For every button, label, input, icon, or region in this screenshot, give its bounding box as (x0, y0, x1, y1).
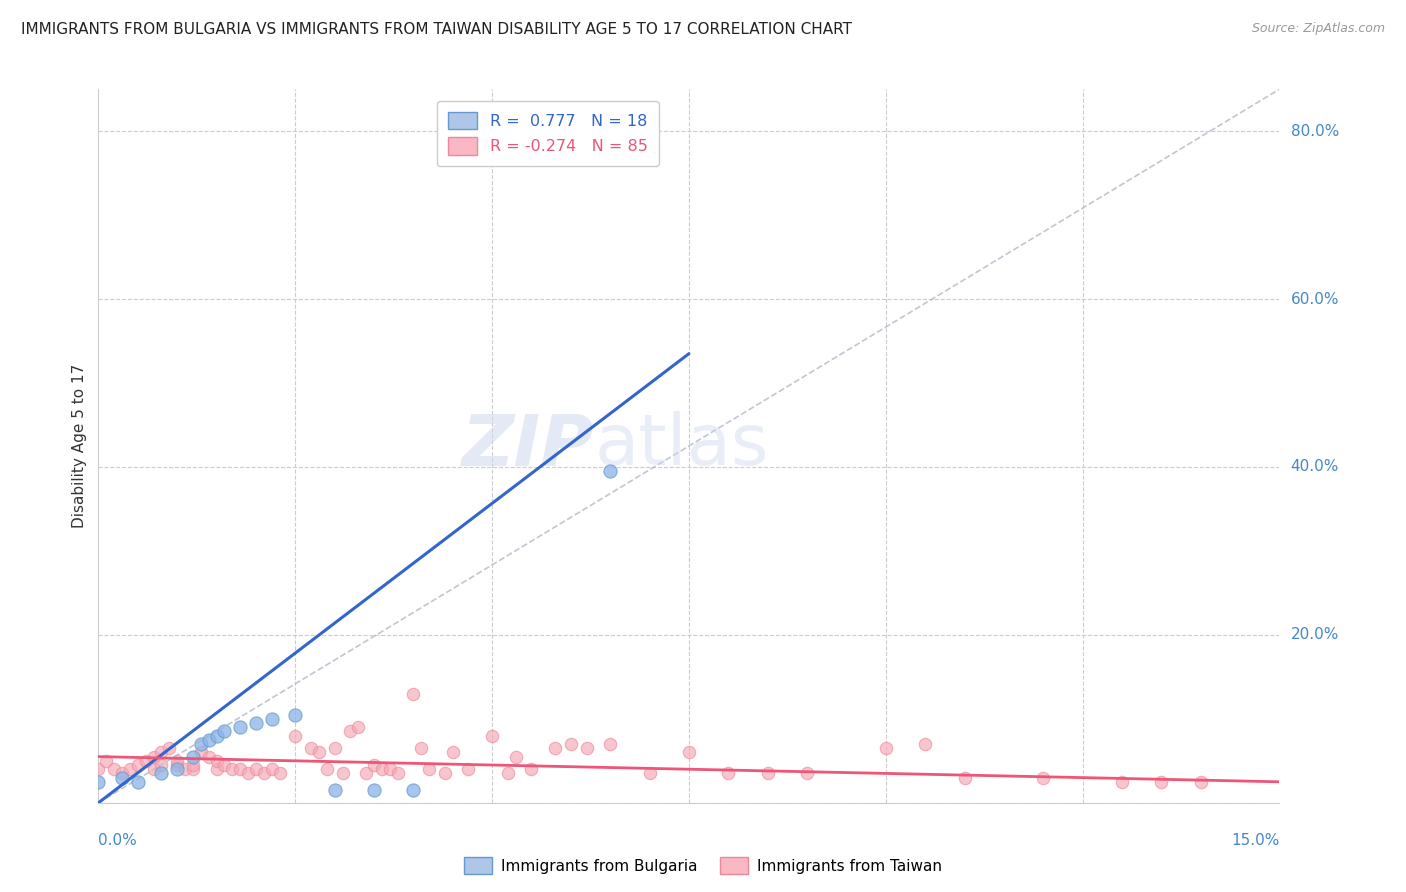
Point (315, 762, 337, 776)
Point (1111, 774, 1133, 789)
Point (245, 762, 267, 776)
Point (205, 729, 228, 743)
Text: atlas: atlas (595, 411, 769, 481)
Point (229, 762, 252, 776)
Point (135, 754, 157, 768)
Point (496, 766, 519, 780)
Point (599, 464, 621, 478)
Point (1150, 774, 1173, 789)
Point (260, 712, 283, 726)
Point (260, 762, 283, 776)
Point (127, 758, 149, 772)
Point (118, 762, 141, 776)
Point (214, 724, 236, 739)
Point (411, 741, 433, 756)
Point (457, 762, 479, 776)
Text: IMMIGRANTS FROM BULGARIA VS IMMIGRANTS FROM TAIWAN DISABILITY AGE 5 TO 17 CORREL: IMMIGRANTS FROM BULGARIA VS IMMIGRANTS F… (21, 22, 852, 37)
Point (150, 746, 173, 760)
Point (205, 754, 228, 768)
Point (875, 741, 897, 756)
Point (127, 774, 149, 789)
Point (402, 687, 425, 701)
Point (284, 707, 307, 722)
Point (756, 766, 779, 780)
Point (717, 766, 740, 780)
Text: ZIP: ZIP (463, 411, 595, 481)
Point (111, 766, 134, 780)
Point (142, 762, 165, 776)
Text: 15.0%: 15.0% (1232, 833, 1279, 847)
Point (166, 754, 188, 768)
Point (142, 749, 165, 764)
Point (269, 766, 291, 780)
Point (150, 766, 173, 780)
Point (150, 758, 173, 772)
Point (229, 720, 252, 734)
Point (103, 762, 125, 776)
Point (1032, 771, 1054, 785)
Text: 0.0%: 0.0% (98, 833, 138, 847)
Point (1189, 774, 1212, 789)
Point (245, 716, 267, 731)
Point (953, 771, 976, 785)
Point (481, 729, 503, 743)
Point (96, 754, 118, 768)
Point (174, 762, 197, 776)
Point (363, 758, 385, 772)
Text: 20.0%: 20.0% (1291, 627, 1339, 642)
Point (236, 766, 259, 780)
Point (166, 762, 188, 776)
Text: 60.0%: 60.0% (1291, 292, 1339, 307)
Point (505, 749, 527, 764)
Legend: Immigrants from Bulgaria, Immigrants from Taiwan: Immigrants from Bulgaria, Immigrants fro… (458, 851, 948, 880)
Point (253, 766, 276, 780)
Point (441, 746, 464, 760)
Point (796, 766, 818, 780)
Point (181, 762, 204, 776)
Point (339, 724, 361, 739)
Point (678, 746, 700, 760)
Point (418, 762, 440, 776)
Y-axis label: Disability Age 5 to 17: Disability Age 5 to 17 (72, 364, 87, 528)
Text: 80.0%: 80.0% (1291, 124, 1339, 138)
Legend: R =  0.777   N = 18, R = -0.274   N = 85: R = 0.777 N = 18, R = -0.274 N = 85 (437, 101, 659, 166)
Point (87, 762, 110, 776)
Point (378, 762, 401, 776)
Point (190, 746, 212, 760)
Point (190, 737, 212, 751)
Text: 40.0%: 40.0% (1291, 459, 1339, 475)
Point (354, 766, 377, 780)
Point (433, 766, 456, 780)
Point (371, 762, 394, 776)
Point (544, 741, 567, 756)
Point (221, 762, 243, 776)
Point (599, 737, 621, 751)
Point (520, 762, 543, 776)
Point (284, 729, 307, 743)
Point (181, 758, 204, 772)
Point (402, 783, 425, 797)
Point (197, 749, 219, 764)
Point (166, 758, 188, 772)
Point (299, 741, 322, 756)
Point (214, 758, 236, 772)
Point (323, 783, 346, 797)
Point (205, 762, 228, 776)
Point (914, 737, 936, 751)
Point (157, 741, 180, 756)
Point (575, 741, 598, 756)
Point (387, 766, 409, 780)
Point (560, 737, 582, 751)
Point (638, 766, 661, 780)
Point (111, 771, 134, 785)
Point (87, 774, 110, 789)
Point (181, 749, 204, 764)
Point (332, 766, 354, 780)
Point (323, 741, 346, 756)
Point (308, 746, 330, 760)
Text: Source: ZipAtlas.com: Source: ZipAtlas.com (1251, 22, 1385, 36)
Point (197, 732, 219, 747)
Point (347, 720, 370, 734)
Point (363, 783, 385, 797)
